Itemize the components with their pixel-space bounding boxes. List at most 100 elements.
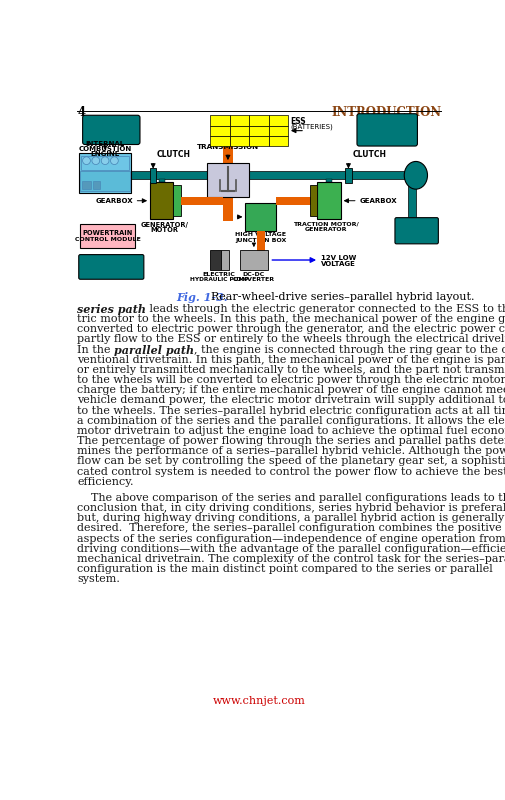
Text: HYDRAULIC PUMP: HYDRAULIC PUMP	[189, 277, 248, 282]
Text: converted to electric power through the generator, and the electric power can: converted to electric power through the …	[77, 324, 505, 334]
Text: CONVERTER: CONVERTER	[232, 277, 274, 282]
Text: , the engine is connected through the ring gear to the con-: , the engine is connected through the ri…	[194, 345, 505, 354]
Text: CLUTCH: CLUTCH	[157, 150, 191, 159]
Text: mechanical drivetrain. The complexity of the control task for the series–paralle: mechanical drivetrain. The complexity of…	[77, 554, 505, 564]
Bar	[249, 136, 268, 146]
Bar	[210, 115, 229, 126]
Ellipse shape	[403, 162, 427, 189]
Text: but, during highway driving conditions, a parallel hybrid action is generally: but, during highway driving conditions, …	[77, 514, 503, 523]
FancyBboxPatch shape	[356, 114, 417, 146]
Bar	[80, 171, 130, 191]
Bar	[220, 250, 229, 270]
Text: vehicle demand power, the electric motor drivetrain will supply additional torqu: vehicle demand power, the electric motor…	[77, 395, 505, 406]
Text: a combination of the series and the parallel configurations. It allows the elect: a combination of the series and the para…	[77, 416, 505, 426]
Text: to the wheels will be converted to electric power through the electric motor to: to the wheels will be converted to elect…	[77, 375, 505, 385]
Circle shape	[92, 157, 99, 165]
Bar	[268, 126, 287, 136]
Text: 12V LOW: 12V LOW	[321, 254, 356, 261]
Text: series path: series path	[77, 304, 146, 315]
Text: GENERATOR: GENERATOR	[304, 227, 346, 232]
Bar	[229, 115, 249, 126]
Bar	[222, 146, 233, 221]
Bar	[408, 171, 415, 230]
Text: COMBUSTION: COMBUSTION	[78, 146, 131, 152]
Text: aspects of the series configuration—independence of engine operation from the: aspects of the series configuration—inde…	[77, 534, 505, 544]
Bar	[268, 115, 287, 126]
Bar	[158, 179, 165, 182]
Text: ventional drivetrain. In this path, the mechanical power of the engine is partly: ventional drivetrain. In this path, the …	[77, 354, 505, 365]
Text: motor drivetrain to adjust the engine load to achieve the optimal fuel economy.: motor drivetrain to adjust the engine lo…	[77, 426, 505, 436]
Text: conclusion that, in city driving conditions, series hybrid behavior is preferabl: conclusion that, in city driving conditi…	[77, 503, 505, 513]
Circle shape	[82, 157, 90, 165]
Text: The above comparison of the series and parallel configurations leads to the: The above comparison of the series and p…	[77, 493, 505, 503]
Text: In the: In the	[77, 345, 114, 354]
Text: Fig. 1-3.: Fig. 1-3.	[176, 291, 228, 302]
Bar	[249, 115, 268, 126]
Text: desired.  Therefore, the series–parallel configuration combines the positive: desired. Therefore, the series–parallel …	[77, 523, 501, 534]
Text: www.chnjet.com: www.chnjet.com	[213, 696, 305, 706]
Bar	[150, 168, 156, 183]
Text: cated control system is needed to control the power flow to achieve the best fue: cated control system is needed to contro…	[77, 466, 505, 477]
Bar	[245, 203, 276, 230]
Bar	[181, 197, 222, 205]
Bar	[82, 182, 91, 189]
Circle shape	[110, 157, 118, 165]
Circle shape	[101, 157, 109, 165]
Bar	[309, 186, 317, 216]
Bar	[79, 153, 131, 193]
Text: CONTROL MODULE: CONTROL MODULE	[74, 237, 140, 242]
Bar	[111, 171, 415, 179]
Text: to the wheels. The series–parallel hybrid electric configuration acts at all tim: to the wheels. The series–parallel hybri…	[77, 406, 505, 415]
Bar	[257, 230, 264, 254]
Text: or entirely transmitted mechanically to the wheels, and the part not transmitted: or entirely transmitted mechanically to …	[77, 365, 505, 375]
Text: driving conditions—with the advantage of the parallel configuration—efficient: driving conditions—with the advantage of…	[77, 544, 505, 554]
Bar	[92, 182, 100, 189]
Bar	[173, 186, 181, 216]
Bar	[150, 182, 173, 219]
Bar	[317, 182, 340, 219]
Text: POWERTRAIN: POWERTRAIN	[82, 230, 132, 236]
Bar	[325, 179, 331, 182]
Text: ELECTRIC: ELECTRIC	[202, 271, 235, 277]
Text: ESS: ESS	[290, 117, 306, 126]
Text: GEARBOX: GEARBOX	[359, 198, 396, 204]
Bar	[210, 250, 220, 270]
Text: CLUTCH: CLUTCH	[351, 150, 385, 159]
Bar	[206, 163, 249, 197]
Bar	[81, 156, 129, 170]
Text: DC-DC: DC-DC	[242, 271, 265, 277]
Text: INTRODUCTION: INTRODUCTION	[331, 106, 440, 119]
Text: GEARBOX: GEARBOX	[95, 198, 133, 204]
Text: JUNCTION BOX: JUNCTION BOX	[235, 238, 286, 242]
Text: The percentage of power flowing through the series and parallel paths deter-: The percentage of power flowing through …	[77, 436, 505, 446]
Bar	[210, 136, 229, 146]
Text: TRANSMISSION: TRANSMISSION	[196, 144, 259, 150]
Bar	[239, 250, 267, 270]
Text: charge the battery; if the entire mechanical power of the engine cannot meet the: charge the battery; if the entire mechan…	[77, 386, 505, 395]
Text: 4: 4	[77, 106, 85, 119]
Text: tric motor to the wheels. In this path, the mechanical power of the engine gets: tric motor to the wheels. In this path, …	[77, 314, 505, 324]
Text: VOLTAGE: VOLTAGE	[321, 261, 356, 267]
Bar	[345, 168, 351, 183]
Bar	[80, 224, 134, 249]
Bar	[229, 126, 249, 136]
Text: leads through the electric generator connected to the ESS to the elec-: leads through the electric generator con…	[146, 304, 505, 314]
FancyBboxPatch shape	[394, 218, 437, 244]
Text: TRACTION MOTOR/: TRACTION MOTOR/	[292, 222, 358, 226]
Text: partly flow to the ESS or entirely to the wheels through the electrical drivelin: partly flow to the ESS or entirely to th…	[77, 334, 505, 344]
Text: MOTOR: MOTOR	[150, 227, 178, 233]
Bar	[249, 126, 268, 136]
Text: flow can be set by controlling the speed of the planetary gear set, a sophisti-: flow can be set by controlling the speed…	[77, 456, 505, 466]
Text: HIGH VOLTAGE: HIGH VOLTAGE	[235, 232, 286, 238]
Text: system.: system.	[77, 574, 120, 584]
Text: efficiency.: efficiency.	[77, 477, 133, 486]
Bar	[229, 136, 249, 146]
FancyBboxPatch shape	[79, 254, 143, 279]
Text: ENGINE: ENGINE	[90, 151, 120, 158]
Text: (BATTERIES): (BATTERIES)	[290, 124, 332, 130]
Text: INTERNAL: INTERNAL	[85, 141, 124, 146]
Text: configuration is the main distinct point compared to the series or parallel: configuration is the main distinct point…	[77, 564, 492, 574]
Bar	[276, 197, 315, 205]
Text: GENERATOR/: GENERATOR/	[140, 222, 188, 227]
Text: mines the performance of a series–parallel hybrid vehicle. Although the power: mines the performance of a series–parall…	[77, 446, 505, 456]
